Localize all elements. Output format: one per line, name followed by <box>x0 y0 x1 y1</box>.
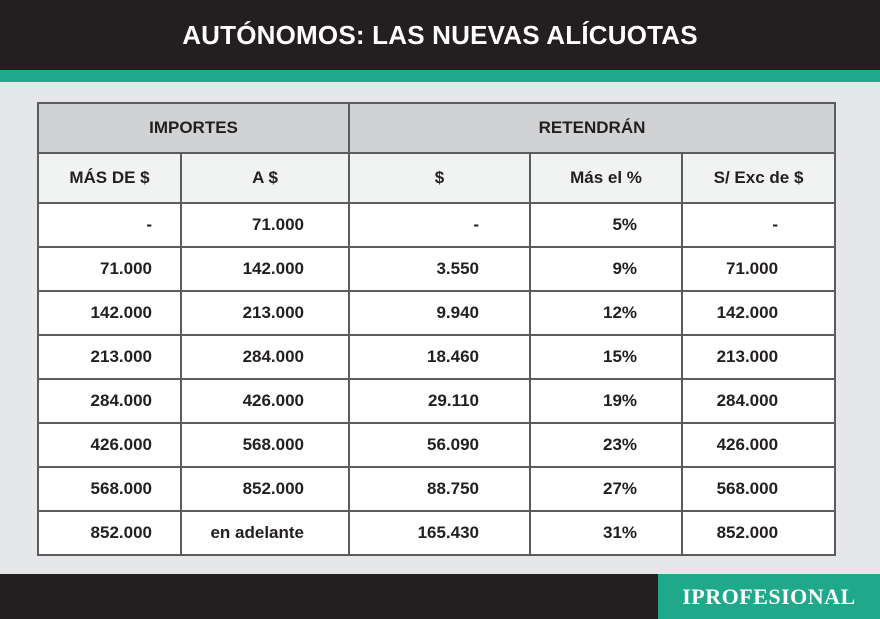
cell-mas-de: 426.000 <box>37 422 182 468</box>
table-row: 852.000 en adelante 165.430 31% 852.000 <box>37 510 837 556</box>
iprofesional-logo: IPROFESIONAL <box>658 574 880 619</box>
cell-a: 852.000 <box>179 466 351 512</box>
cell-a: 142.000 <box>179 246 351 292</box>
column-header-a: A $ <box>179 152 351 204</box>
cell-a: 71.000 <box>179 202 351 248</box>
cell-porcentaje: 31% <box>529 510 684 556</box>
cell-sobre-excedente: 213.000 <box>681 334 837 380</box>
cell-pesos: 3.550 <box>348 246 532 292</box>
column-header-mas-el-porcentaje: Más el % <box>529 152 684 204</box>
cell-mas-de: 852.000 <box>37 510 182 556</box>
table-row: 213.000 284.000 18.460 15% 213.000 <box>37 334 837 380</box>
cell-a: 284.000 <box>179 334 351 380</box>
cell-porcentaje: 23% <box>529 422 684 468</box>
cell-porcentaje: 5% <box>529 202 684 248</box>
cell-pesos: 88.750 <box>348 466 532 512</box>
cell-mas-de: 568.000 <box>37 466 182 512</box>
title-bar: AUTÓNOMOS: LAS NUEVAS ALÍCUOTAS <box>0 0 880 70</box>
cell-mas-de: - <box>37 202 182 248</box>
column-header-row: MÁS DE $ A $ $ Más el % S/ Exc de $ <box>37 152 837 204</box>
table-row: 426.000 568.000 56.090 23% 426.000 <box>37 422 837 468</box>
cell-sobre-excedente: 142.000 <box>681 290 837 336</box>
table-row: 142.000 213.000 9.940 12% 142.000 <box>37 290 837 336</box>
cell-porcentaje: 19% <box>529 378 684 424</box>
cell-pesos: 165.430 <box>348 510 532 556</box>
accent-stripe <box>0 70 880 82</box>
cell-a: 213.000 <box>179 290 351 336</box>
cell-sobre-excedente: 284.000 <box>681 378 837 424</box>
group-header-importes: IMPORTES <box>36 102 351 154</box>
cell-a: 426.000 <box>179 378 351 424</box>
table-row: 284.000 426.000 29.110 19% 284.000 <box>37 378 837 424</box>
rates-table: IMPORTES RETENDRÁN MÁS DE $ A $ $ Más el… <box>36 102 837 556</box>
cell-pesos: 18.460 <box>348 334 532 380</box>
cell-sobre-excedente: 426.000 <box>681 422 837 468</box>
table-row: 71.000 142.000 3.550 9% 71.000 <box>37 246 837 292</box>
cell-mas-de: 142.000 <box>37 290 182 336</box>
cell-porcentaje: 12% <box>529 290 684 336</box>
group-header-row: IMPORTES RETENDRÁN <box>36 102 837 154</box>
cell-mas-de: 213.000 <box>37 334 182 380</box>
cell-a: 568.000 <box>179 422 351 468</box>
cell-sobre-excedente: 71.000 <box>681 246 837 292</box>
cell-sobre-excedente: 568.000 <box>681 466 837 512</box>
table-row: 568.000 852.000 88.750 27% 568.000 <box>37 466 837 512</box>
group-header-retendran: RETENDRÁN <box>348 102 837 154</box>
column-header-pesos: $ <box>348 152 532 204</box>
cell-porcentaje: 27% <box>529 466 684 512</box>
column-header-sobre-excedente: S/ Exc de $ <box>681 152 837 204</box>
cell-sobre-excedente: 852.000 <box>681 510 837 556</box>
cell-mas-de: 71.000 <box>37 246 182 292</box>
table-row: - 71.000 - 5% - <box>37 202 837 248</box>
cell-pesos: 56.090 <box>348 422 532 468</box>
cell-pesos: 29.110 <box>348 378 532 424</box>
cell-a: en adelante <box>179 510 351 556</box>
cell-porcentaje: 15% <box>529 334 684 380</box>
cell-sobre-excedente: - <box>681 202 837 248</box>
cell-pesos: 9.940 <box>348 290 532 336</box>
cell-pesos: - <box>348 202 532 248</box>
cell-mas-de: 284.000 <box>37 378 182 424</box>
page-title: AUTÓNOMOS: LAS NUEVAS ALÍCUOTAS <box>182 19 698 50</box>
table-container: IMPORTES RETENDRÁN MÁS DE $ A $ $ Más el… <box>36 102 837 556</box>
cell-porcentaje: 9% <box>529 246 684 292</box>
column-header-mas-de: MÁS DE $ <box>37 152 182 204</box>
